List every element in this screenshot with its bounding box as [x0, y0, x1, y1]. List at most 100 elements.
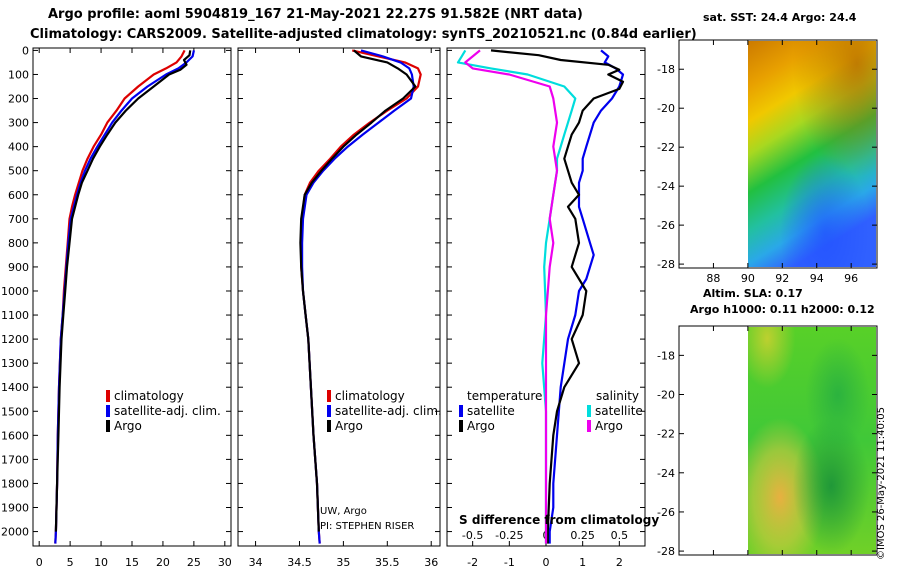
y-tick-label: 700 [8, 213, 29, 226]
series-line-salinity-satellite [456, 49, 577, 544]
x-tick-label: 35.5 [375, 556, 400, 569]
legend-swatch-temp-satellite [459, 405, 463, 417]
map-y-tick-label: -24 [657, 180, 675, 193]
map-y-tick-label: -28 [657, 258, 675, 271]
x-tick-label: -2 [467, 556, 478, 569]
map-y-tick-label: -24 [657, 467, 675, 480]
y-tick-label: 1500 [1, 405, 29, 418]
map-x-tick-label: 96 [844, 272, 858, 285]
map-y-tick-label: -22 [657, 428, 675, 441]
y-tick-label: 1900 [1, 502, 29, 515]
credit-line-2: PI: STEPHEN RISER [320, 521, 415, 532]
y-tick-label: 1200 [1, 333, 29, 346]
legend-swatch-temp-argo [459, 420, 463, 432]
sst-map: -18 -20 -22 -24 -26 -28 88 90 92 94 96 [657, 39, 878, 285]
map2-title-a: Altim. SLA: 0.17 [703, 287, 803, 300]
legend-swatch-sal-satellite [587, 405, 591, 417]
salinity-panel-frame [237, 47, 441, 547]
legend-swatch-argo [327, 420, 331, 432]
legend-heading-salinity: salinity [596, 389, 639, 403]
series-line-climatology [54, 49, 186, 544]
x-tick-label: 36 [424, 556, 438, 569]
y-tick-label: 1100 [1, 309, 29, 322]
y-tick-label: 800 [8, 237, 29, 250]
temperature-chart: 0100200300400500600700800900100011001200… [1, 44, 232, 569]
x-tick-label: 10 [94, 556, 108, 569]
sst-map-ticks: -18 -20 -22 -24 -26 -28 88 90 92 94 96 [657, 40, 877, 285]
y-tick-label: 400 [8, 141, 29, 154]
x-tick-label: 15 [125, 556, 139, 569]
series-group [299, 49, 422, 544]
x-tick-label: 0 [543, 556, 550, 569]
map-x-tick-label: 92 [775, 272, 789, 285]
series-line-satellite-adj-clim- [54, 50, 195, 544]
map-y-tick-label: -26 [657, 506, 675, 519]
x-tick-label-secondary: 0.25 [570, 529, 595, 542]
y-tick-label: 500 [8, 165, 29, 178]
y-tick-label: 1800 [1, 477, 29, 490]
x-tick-label: 34 [249, 556, 263, 569]
difference-xlabel: S difference from climatology [459, 513, 659, 527]
sla-map-ticks: -18 -20 -22 -24 -26 -28 [657, 326, 877, 558]
title-line-2: Climatology: CARS2009. Satellite-adjuste… [30, 27, 697, 42]
legend-label-temp-satellite: satellite [467, 404, 515, 418]
y-tick-label: 0 [22, 44, 29, 57]
x-tick-label: 2 [616, 556, 623, 569]
y-tick-label: 1000 [1, 285, 29, 298]
y-tick-label: 200 [8, 93, 29, 106]
legend-swatch-satellite [106, 405, 110, 417]
sla-map-cool-patch-2 [748, 327, 876, 554]
legend-label-climatology: climatology [114, 389, 184, 403]
map-x-tick-label: 88 [706, 272, 720, 285]
y-tick-label: 1600 [1, 429, 29, 442]
map-y-tick-label: -20 [657, 389, 675, 402]
legend-swatch-sal-argo [587, 420, 591, 432]
map-y-tick-label: -18 [657, 63, 675, 76]
map-x-tick-label: 90 [741, 272, 755, 285]
series-line-satellite-adj-clim- [301, 49, 415, 544]
map2-title-b: Argo h1000: 0.11 h2000: 0.12 [690, 303, 875, 316]
legend-swatch-argo [106, 420, 110, 432]
legend-label-sal-argo: Argo [595, 419, 623, 433]
legend-swatch-climatology [327, 390, 331, 402]
series-line-argo [54, 50, 192, 532]
temperature-legend: climatology satellite-adj. clim. Argo [106, 389, 221, 433]
difference-legend: temperature salinity satellite Argo sate… [459, 389, 659, 527]
series-group [456, 49, 625, 544]
y-tick-label: 1700 [1, 453, 29, 466]
sla-map: -18 -20 -22 -24 -26 -28 [657, 325, 878, 558]
y-tick-label: 600 [8, 189, 29, 202]
y-tick-label: 900 [8, 261, 29, 274]
legend-swatch-satellite [327, 405, 331, 417]
legend-heading-temperature: temperature [467, 389, 542, 403]
y-tick-label: 1400 [1, 381, 29, 394]
x-tick-label: -1 [504, 556, 515, 569]
legend-label-temp-argo: Argo [467, 419, 495, 433]
salinity-legend: climatology satellite-adj. clim. Argo [327, 389, 442, 433]
legend-label-satellite: satellite-adj. clim. [335, 404, 442, 418]
x-tick-label: 5 [67, 556, 74, 569]
x-tick-label: 25 [187, 556, 201, 569]
y-tick-label: 1300 [1, 357, 29, 370]
legend-swatch-climatology [106, 390, 110, 402]
series-line-climatology [300, 49, 422, 544]
map-y-tick-label: -28 [657, 545, 675, 558]
series-line-temperature-argo [490, 49, 625, 544]
map1-title: sat. SST: 24.4 Argo: 24.4 [703, 11, 857, 24]
y-tick-label: 100 [8, 68, 29, 81]
map-y-tick-label: -22 [657, 141, 675, 154]
x-tick-label-secondary: -0.5 [462, 529, 483, 542]
map-y-tick-label: -20 [657, 102, 675, 115]
series-line-salinity-argo [464, 49, 559, 544]
x-tick-label: 35 [336, 556, 350, 569]
difference-chart: -2 -1 0 1 2-0.5 -0.25 0 0.25 0.5 [447, 49, 645, 569]
x-tick-label: 0 [36, 556, 43, 569]
x-tick-label: 34.5 [287, 556, 312, 569]
legend-label-satellite: satellite-adj. clim. [114, 404, 221, 418]
x-tick-label-secondary: -0.25 [495, 529, 523, 542]
x-tick-label: 20 [156, 556, 170, 569]
salinity-chart: 34 34.5 35 35.5 36 [238, 48, 440, 569]
series-group [54, 49, 195, 544]
x-tick-label-secondary: 0.5 [611, 529, 629, 542]
